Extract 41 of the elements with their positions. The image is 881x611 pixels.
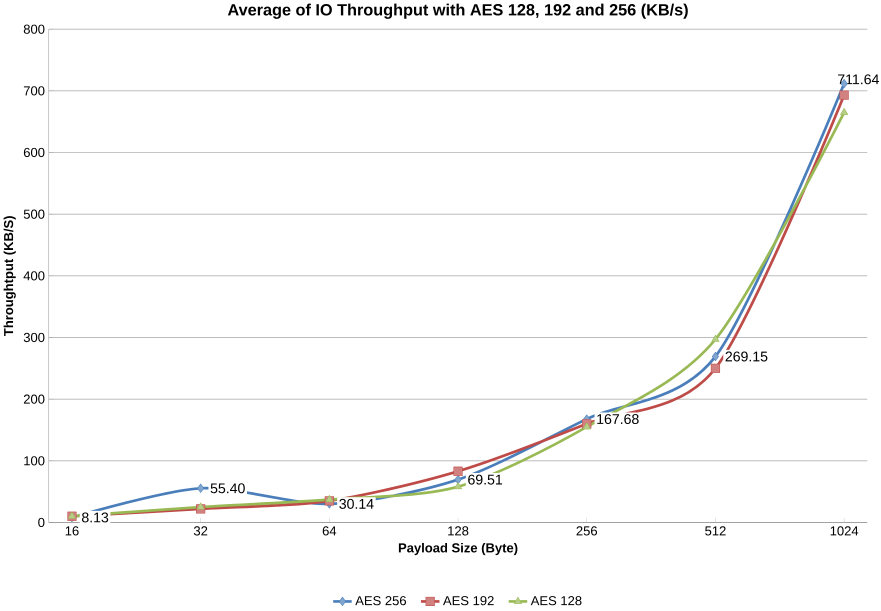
y-tick-label: 100 bbox=[24, 456, 44, 466]
legend-label: AES 192 bbox=[442, 596, 494, 606]
point bbox=[840, 90, 849, 100]
y-tick-label: 800 bbox=[24, 24, 44, 34]
y-tick-label: 300 bbox=[24, 332, 44, 342]
x-tick-label: 16 bbox=[66, 526, 79, 536]
x-tick-label: 1024 bbox=[830, 526, 858, 536]
point bbox=[454, 474, 462, 484]
data-label: 167.68 bbox=[597, 414, 639, 424]
point bbox=[840, 108, 848, 115]
point bbox=[710, 364, 720, 373]
y-tick-label: 500 bbox=[24, 210, 44, 219]
point bbox=[711, 334, 720, 342]
point bbox=[197, 484, 204, 493]
y-tick-label: 700 bbox=[24, 86, 44, 96]
x-tick-label: 512 bbox=[705, 526, 726, 536]
y-tick-label: 600 bbox=[24, 148, 44, 158]
legend-label: AES 256 bbox=[355, 596, 406, 606]
y-tick-label: 200 bbox=[24, 394, 44, 404]
point bbox=[196, 502, 205, 510]
legend-label: AES 128 bbox=[530, 596, 582, 606]
data-label: 55.40 bbox=[210, 483, 245, 494]
point bbox=[453, 466, 463, 476]
data-label: 69.51 bbox=[468, 474, 502, 485]
point bbox=[454, 482, 462, 490]
x-axis-title: Payload Size (Byte) bbox=[398, 542, 518, 556]
x-tick-label: 32 bbox=[194, 526, 208, 536]
point bbox=[325, 494, 334, 502]
y-axis-title: Throughtput (KB/S) bbox=[4, 216, 16, 336]
point bbox=[712, 352, 719, 362]
x-tick-label: 64 bbox=[322, 526, 336, 536]
data-label: 8.13 bbox=[82, 512, 108, 522]
y-tick-label: 0 bbox=[38, 518, 44, 528]
y-tick-label: 400 bbox=[24, 271, 44, 280]
chart-title: Average of IO Throughput with AES 128, 192 and 256 (KB/s) bbox=[228, 4, 688, 19]
data-label: 30.14 bbox=[339, 498, 374, 509]
x-tick-label: 256 bbox=[576, 526, 598, 536]
data-label: 711.64 bbox=[838, 74, 879, 84]
x-tick-label: 128 bbox=[448, 526, 468, 536]
point bbox=[582, 422, 591, 430]
data-label: 269.15 bbox=[726, 351, 768, 362]
